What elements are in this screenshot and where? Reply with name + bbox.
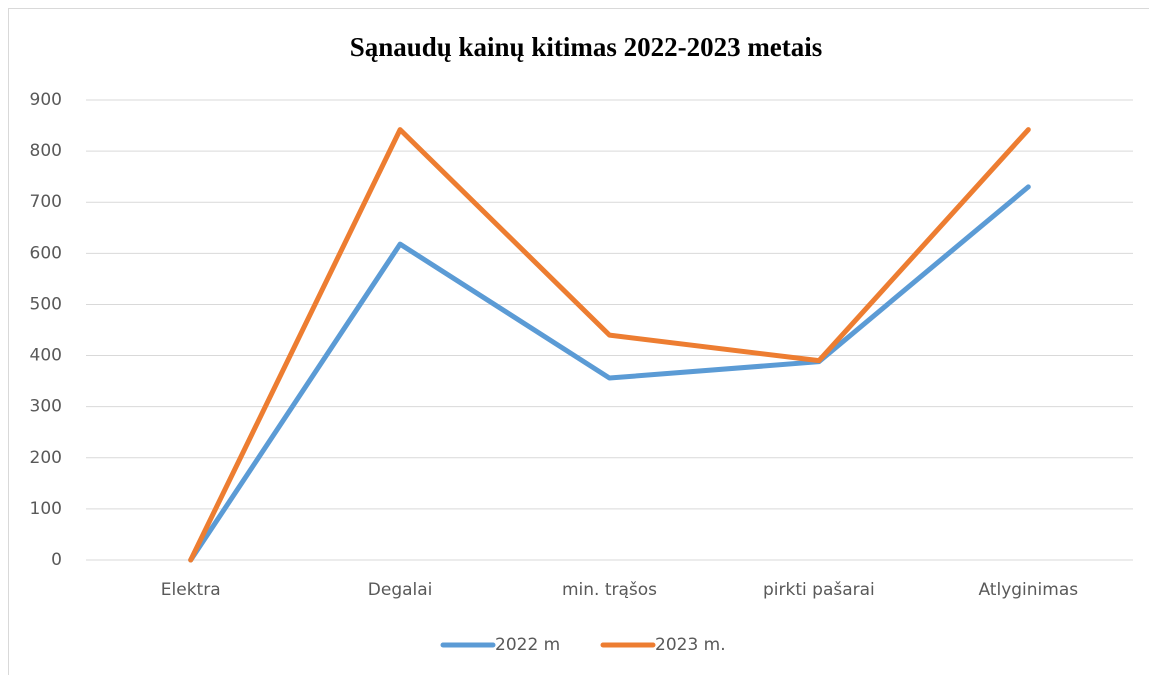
x-tick-label: pirkti pašarai bbox=[763, 580, 875, 600]
y-tick-label: 400 bbox=[30, 346, 62, 366]
x-tick-label: Degalai bbox=[368, 580, 433, 600]
y-tick-label: 200 bbox=[30, 448, 62, 468]
y-tick-label: 300 bbox=[30, 397, 62, 417]
line-series bbox=[188, 127, 1031, 563]
y-tick-label: 600 bbox=[30, 243, 62, 263]
legend-label: 2023 m. bbox=[655, 635, 726, 655]
x-tick-label: min. trąšos bbox=[562, 580, 657, 600]
line-series bbox=[188, 184, 1031, 563]
y-tick-label: 0 bbox=[51, 550, 62, 570]
x-tick-label: Elektra bbox=[161, 580, 221, 600]
legend-label: 2022 m bbox=[495, 635, 560, 655]
y-tick-label: 900 bbox=[30, 90, 62, 110]
y-tick-label: 800 bbox=[30, 141, 62, 161]
y-tick-label: 700 bbox=[30, 192, 62, 212]
y-tick-label: 500 bbox=[30, 294, 62, 314]
x-tick-label: Atlyginimas bbox=[978, 580, 1078, 600]
chart-border bbox=[8, 8, 1149, 675]
y-tick-label: 100 bbox=[30, 499, 62, 519]
chart-title: Sąnaudų kainų kitimas 2022-2023 metais bbox=[350, 32, 823, 62]
